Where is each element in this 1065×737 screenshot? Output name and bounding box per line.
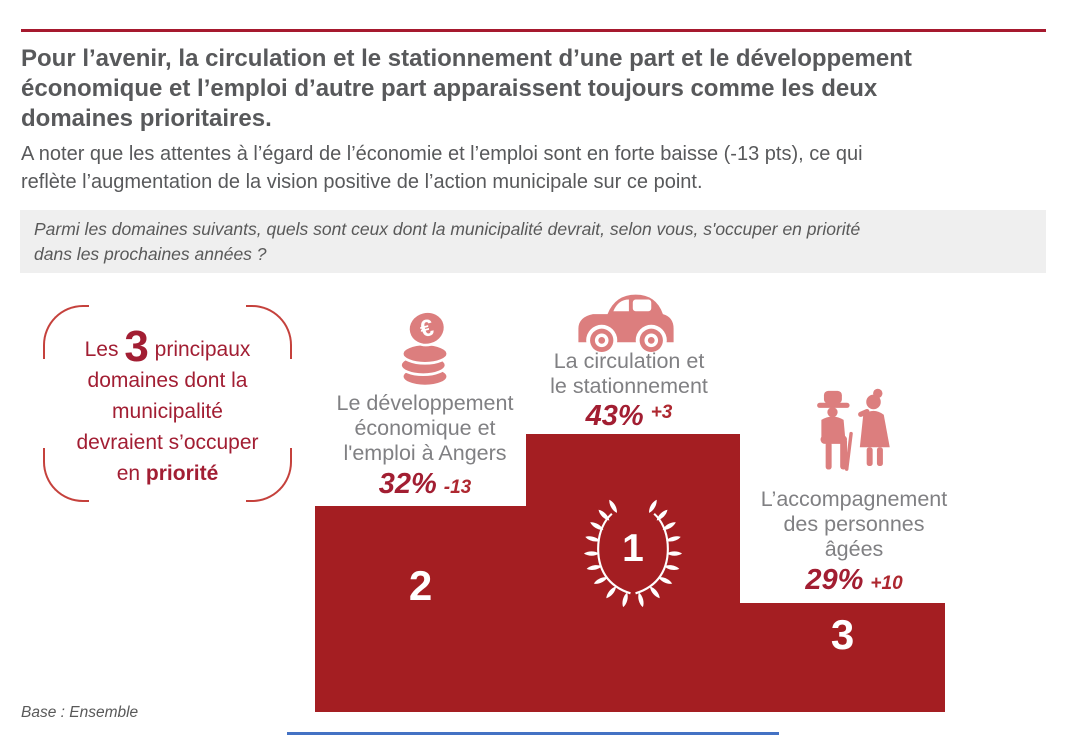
- rank-1-number: 1: [622, 527, 644, 570]
- delta-traffic: +3: [650, 402, 673, 423]
- rank-3-number: 3: [830, 611, 855, 658]
- podium-step-rank-2: 2: [315, 506, 526, 712]
- laurel-wreath-icon: 1: [578, 492, 688, 610]
- highlight-box-text: Les 3 principaux domaines dont la munici…: [57, 325, 278, 489]
- car-icon: [570, 284, 682, 356]
- elderly-couple-icon: [806, 384, 900, 478]
- rank-2-number: 2: [408, 562, 433, 609]
- survey-question-box: Parmi les domaines suivants, quels sont …: [20, 210, 1046, 273]
- percent-economic: 32%: [378, 468, 437, 500]
- highlight-bold-word: priorité: [145, 462, 219, 485]
- survey-question-text: Parmi les domaines suivants, quels sont …: [34, 219, 861, 264]
- base-note: Base : Ensemble: [21, 704, 139, 721]
- highlight-number: 3: [124, 322, 149, 371]
- header-rule: [21, 29, 1046, 32]
- delta-elderly: +10: [870, 573, 903, 594]
- svg-text:€: €: [417, 315, 436, 343]
- euro-coins-icon: €: [390, 306, 460, 390]
- label-economic-development: Le développement économique et l'emploi …: [336, 391, 514, 465]
- highlight-box: Les 3 principaux domaines dont la munici…: [43, 305, 292, 502]
- percent-elderly: 29%: [805, 564, 864, 596]
- label-traffic-parking: La circulation et le stationnement: [550, 349, 708, 398]
- highlight-middle: principaux domaines dont la municipalité…: [76, 338, 259, 485]
- percent-traffic: 43%: [585, 400, 644, 432]
- value-traffic-parking: 43% +3: [518, 400, 740, 433]
- delta-economic: -13: [443, 477, 472, 498]
- label-elderly-support: L’accompagnement des personnes âgées: [760, 487, 948, 561]
- value-economic-development: 32% -13: [306, 468, 544, 501]
- left-branch: [583, 498, 631, 608]
- slide-subtitle: A noter que les attentes à l’égard de l’…: [21, 143, 863, 193]
- right-branch: [635, 498, 683, 608]
- slide-title: Pour l’avenir, la circulation et le stat…: [21, 45, 912, 132]
- podium-step-rank-1: 1: [526, 434, 740, 712]
- footer-rule: [287, 732, 779, 735]
- value-elderly-support: 29% +10: [742, 564, 966, 597]
- podium-step-rank-3: 3: [740, 603, 945, 712]
- highlight-prefix: Les: [84, 338, 125, 361]
